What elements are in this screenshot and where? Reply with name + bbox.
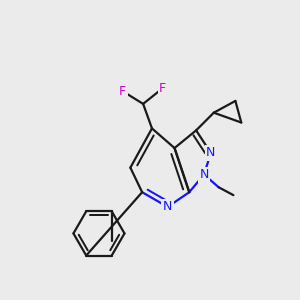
- Text: F: F: [159, 82, 166, 95]
- Text: N: N: [163, 200, 172, 213]
- Text: N: N: [206, 146, 215, 159]
- Text: N: N: [199, 168, 209, 181]
- Text: F: F: [119, 85, 126, 98]
